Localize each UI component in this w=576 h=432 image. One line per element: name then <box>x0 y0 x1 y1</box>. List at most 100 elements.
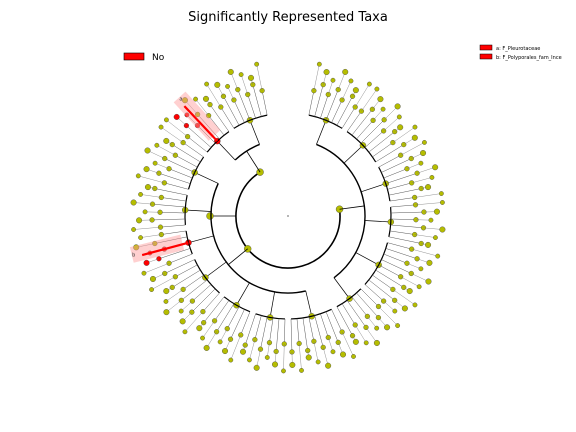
species-node <box>438 191 444 196</box>
species-node <box>136 217 143 224</box>
species-node <box>366 81 372 87</box>
genus-branch <box>164 259 195 274</box>
species-node <box>429 175 435 180</box>
species-node <box>130 199 137 206</box>
species-node <box>240 348 247 355</box>
genus-branch <box>331 99 343 123</box>
genus-branch <box>175 155 198 168</box>
genus-branch <box>214 300 230 321</box>
genus-branch <box>360 288 379 307</box>
species-branch <box>367 316 377 329</box>
genus-branch <box>331 309 343 333</box>
genus-branch <box>240 311 251 336</box>
genus-node <box>218 104 224 110</box>
genus-node <box>162 155 168 162</box>
genus-branch <box>385 248 418 260</box>
genus-branch <box>254 315 262 340</box>
species-node <box>401 305 408 312</box>
species-node <box>238 72 244 77</box>
order-branch <box>194 172 219 184</box>
family-arc <box>378 166 391 202</box>
species-node <box>217 339 223 345</box>
species-node <box>433 208 440 215</box>
genus-branch <box>368 131 395 153</box>
species-node <box>149 287 154 292</box>
family-arc <box>364 242 389 285</box>
genus-branch <box>191 288 216 313</box>
genus-node <box>245 91 251 98</box>
order-branch <box>305 290 313 317</box>
genus-branch <box>372 274 393 290</box>
species-branch <box>378 306 398 326</box>
genus-branch <box>378 155 401 168</box>
genus-node <box>180 139 186 146</box>
species-node <box>373 339 380 346</box>
genus-branch <box>364 130 384 148</box>
class-legend: No <box>123 52 165 63</box>
species-node <box>184 112 190 118</box>
genus-branch <box>158 248 191 260</box>
species-node <box>352 87 359 94</box>
genus-branch <box>181 279 208 301</box>
species-branch <box>143 263 170 274</box>
species-branch <box>411 248 438 257</box>
order-branch <box>249 120 260 145</box>
species-branch <box>361 88 378 112</box>
species-node <box>363 340 369 346</box>
genus-branch <box>389 230 415 235</box>
species-branch <box>372 109 384 121</box>
species-node <box>412 302 418 308</box>
species-node <box>228 357 234 363</box>
genus-branch <box>351 296 368 317</box>
genus-branch <box>183 142 204 158</box>
genus-branch <box>252 84 262 117</box>
species-node <box>374 325 380 331</box>
species-node <box>135 173 141 179</box>
genus-branch <box>325 89 339 121</box>
species-node <box>202 95 209 102</box>
species-branch <box>355 324 367 343</box>
species-node <box>173 113 180 120</box>
genus-branch <box>381 259 412 274</box>
genus-branch <box>368 279 395 301</box>
genus-branch <box>284 318 286 344</box>
species-branch <box>156 145 176 156</box>
species-node <box>396 114 402 120</box>
species-branch <box>151 276 176 290</box>
species-branch <box>230 71 238 90</box>
species-branch <box>383 300 395 312</box>
species-node <box>138 235 143 240</box>
family-arc <box>187 156 205 190</box>
genus-branch <box>389 197 415 202</box>
genus-branch <box>320 94 329 119</box>
genus-branch <box>336 306 353 336</box>
species-branch <box>240 74 248 95</box>
genus-branch <box>383 168 408 179</box>
species-branch <box>195 98 209 116</box>
species-branch <box>155 163 170 169</box>
genus-branch <box>160 224 186 228</box>
species-node <box>227 68 234 75</box>
order-branch <box>333 277 350 299</box>
species-node <box>154 142 160 148</box>
species-node <box>418 160 424 166</box>
genus-branch <box>390 224 424 229</box>
genus-branch <box>351 109 373 136</box>
root-arc <box>235 171 341 269</box>
species-node <box>141 270 147 276</box>
clade-legend-label-b: b: F_Polyporales_fam_Ince <box>496 55 562 61</box>
genus-node <box>178 297 184 303</box>
species-node <box>348 78 354 84</box>
genus-branch <box>197 114 220 140</box>
genus-node <box>156 170 162 176</box>
species-node <box>305 354 312 361</box>
species-node <box>163 299 169 304</box>
family-arc <box>233 114 268 129</box>
species-branch <box>338 71 346 90</box>
species-node <box>416 284 422 290</box>
species-branch <box>256 349 261 368</box>
order-branch <box>364 220 391 223</box>
genus-branch <box>314 84 324 117</box>
species-branch <box>313 64 320 91</box>
species-branch <box>249 339 256 360</box>
